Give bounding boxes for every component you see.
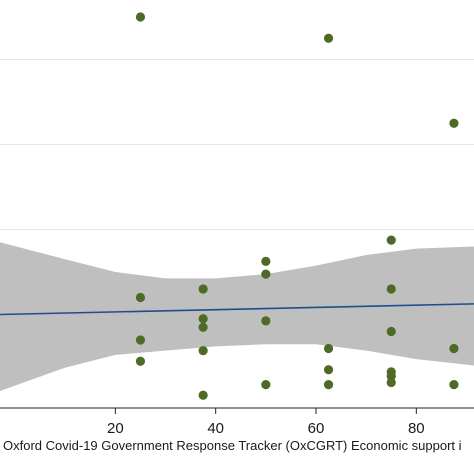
data-point xyxy=(323,33,334,43)
data-point xyxy=(198,390,208,400)
data-point xyxy=(261,269,271,279)
data-point xyxy=(449,343,459,354)
x-tick-label: 40 xyxy=(207,420,224,437)
x-axis xyxy=(0,407,474,414)
data-point xyxy=(386,371,396,381)
data-point xyxy=(386,284,396,294)
data-point xyxy=(261,380,271,390)
data-points xyxy=(135,12,459,400)
fit-line-group xyxy=(0,303,474,316)
data-point xyxy=(386,326,396,337)
data-point xyxy=(323,380,334,390)
x-tick-label: 60 xyxy=(308,420,325,437)
data-point xyxy=(386,235,396,245)
data-point xyxy=(261,256,271,266)
data-point xyxy=(198,322,208,332)
data-point xyxy=(198,314,208,324)
data-point xyxy=(135,335,146,345)
fit-line xyxy=(0,303,474,316)
data-point xyxy=(261,316,271,326)
data-point xyxy=(323,343,334,354)
data-point xyxy=(449,380,459,390)
data-point xyxy=(135,356,146,366)
data-point xyxy=(323,365,334,375)
x-tick-label: 80 xyxy=(408,420,425,437)
data-point xyxy=(386,377,396,388)
data-point xyxy=(135,292,146,303)
data-point xyxy=(198,284,208,294)
x-tick-label: 20 xyxy=(107,420,124,437)
x-axis-title: Oxford Covid-19 Government Response Trac… xyxy=(3,438,462,453)
data-point xyxy=(449,118,459,128)
data-point xyxy=(198,346,208,356)
confidence-band-area xyxy=(0,242,474,391)
x-tick-labels: 20 40 60 80 xyxy=(107,420,425,437)
data-point xyxy=(135,12,146,22)
confidence-band xyxy=(0,242,474,391)
